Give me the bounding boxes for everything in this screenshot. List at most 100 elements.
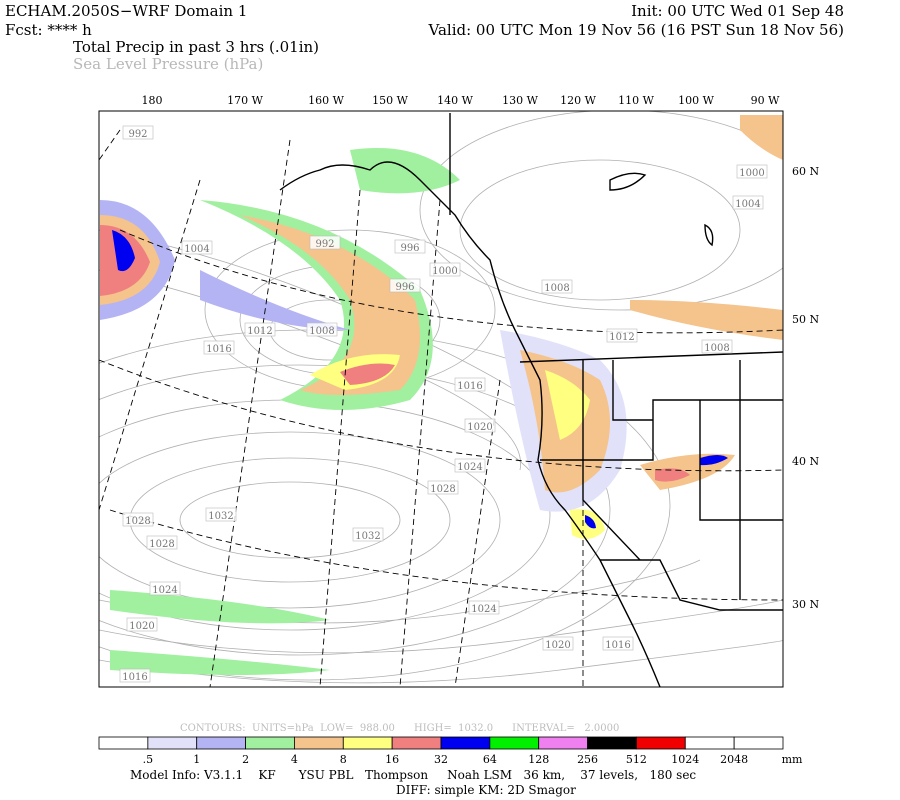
model-title: ECHAM.2050S−WRF Domain 1	[5, 2, 247, 20]
colorbar-swatch	[342, 736, 393, 750]
contour-label-box	[122, 512, 154, 527]
contour-label: 1024	[152, 585, 177, 596]
longitude-label: 170 W	[227, 94, 263, 107]
longitude-label: 120 W	[560, 94, 596, 107]
contour-label-box	[701, 339, 733, 354]
longitude-label: 160 W	[308, 94, 344, 107]
map-area	[99, 111, 783, 687]
contour-label: 1016	[206, 344, 231, 355]
contour-label-box	[732, 195, 764, 210]
contour-label-box	[146, 535, 178, 550]
longitude-label: 110 W	[618, 94, 654, 107]
contour-label-box	[203, 340, 235, 355]
colorbar-label: 1024	[671, 753, 699, 766]
colorbar-label: 16	[385, 753, 399, 766]
contour-label: 1004	[184, 244, 209, 255]
contour-label-box	[429, 262, 461, 277]
colorbar-label: .5	[143, 753, 154, 766]
colorbar-unit: mm	[782, 753, 803, 766]
contour-label-box	[119, 668, 151, 683]
map-frame	[98, 110, 784, 688]
colorbar-swatch	[391, 736, 442, 750]
valid-time: Valid: 00 UTC Mon 19 Nov 56 (16 PST Sun …	[428, 21, 845, 39]
contour-label-box	[306, 322, 338, 337]
contour-label: 992	[128, 129, 147, 140]
latitude-label: 30 N	[792, 598, 819, 611]
contour-label: 996	[400, 243, 419, 254]
contour-label-box	[309, 235, 341, 250]
contour-labels: 992 1004 992 996 1000 996 1012 1008 1016 1008 1012…	[119, 125, 768, 683]
contour-label: 1016	[457, 381, 482, 392]
longitude-label: 180	[142, 94, 163, 107]
contour-label: 1000	[432, 266, 457, 277]
longitude-label: 90 W	[751, 94, 780, 107]
longitude-label: 150 W	[372, 94, 408, 107]
colorbar-swatch	[684, 736, 735, 750]
contour-label-box	[541, 279, 573, 294]
contour-label: 1004	[735, 199, 760, 210]
colorbar-swatch	[98, 736, 149, 750]
coastlines	[279, 113, 783, 687]
colorbar-label: 32	[434, 753, 448, 766]
longitude-label: 140 W	[437, 94, 473, 107]
colorbar-swatch	[147, 736, 198, 750]
latitude-label: 40 N	[792, 455, 819, 468]
contour-label-box	[205, 507, 237, 522]
contour-label-box	[427, 480, 459, 495]
colorbar-swatch	[440, 736, 491, 750]
colorbar-label: 128	[528, 753, 549, 766]
colorbar-swatch	[538, 736, 588, 750]
contour-label: 1024	[457, 462, 482, 473]
contour-label: 1016	[605, 640, 630, 651]
contour-label-box	[352, 527, 384, 542]
contour-label: 992	[315, 239, 334, 250]
contour-label-box	[181, 240, 213, 255]
latitude-labels: 60 N 50 N 40 N 30 N	[792, 165, 819, 611]
colorbar-label: 256	[577, 753, 598, 766]
colorbar-label: 4	[291, 753, 298, 766]
model-info: Model Info: V3.1.1 KF YSU PBL Thompson N…	[130, 768, 696, 782]
forecast-hour: Fcst: **** h	[5, 21, 92, 39]
colorbar-label: 2	[242, 753, 249, 766]
colorbar-swatch	[245, 736, 295, 750]
diffusion-info: DIFF: simple KM: 2D Smagor	[396, 783, 576, 797]
colorbar-swatch	[489, 736, 540, 750]
colorbar-swatch	[196, 736, 246, 750]
colorbar-swatch	[636, 736, 686, 750]
longitude-label: 100 W	[678, 94, 714, 107]
contour-label: 996	[395, 282, 414, 293]
contour-info: CONTOURS: UNITS=hPa LOW= 988.00 HIGH= 10…	[180, 723, 619, 734]
contour-label-box	[389, 278, 421, 293]
contour-label-box	[464, 418, 496, 433]
contour-label-box	[149, 581, 181, 596]
contour-label: 1008	[309, 326, 334, 337]
contour-field-title: Sea Level Pressure (hPa)	[73, 55, 263, 73]
contour-label-box	[122, 125, 154, 140]
colorbar-label: 1	[193, 753, 200, 766]
contour-label-box	[606, 328, 638, 343]
latitude-label: 60 N	[792, 165, 819, 178]
contour-label: 1000	[739, 168, 764, 179]
contour-label-box	[126, 617, 158, 632]
contour-label: 1020	[467, 422, 492, 433]
contour-label: 1028	[430, 484, 455, 495]
contour-label-box	[736, 164, 768, 179]
contour-label-box	[454, 377, 486, 392]
colorbar-swatch	[587, 736, 637, 750]
contour-label: 1020	[129, 621, 154, 632]
contour-label-box	[542, 636, 574, 651]
init-time: Init: 00 UTC Wed 01 Sep 48	[631, 2, 844, 20]
longitude-label: 130 W	[502, 94, 538, 107]
colorbar: .5 1 2 4 8 16 32 64 128 256 512 1024 2048 mm	[98, 736, 803, 766]
contour-label: 1032	[208, 511, 233, 522]
colorbar-label: 8	[340, 753, 347, 766]
colorbar-label: 512	[626, 753, 647, 766]
contour-label: 1032	[355, 531, 380, 542]
longitude-labels: 180 170 W 160 W 150 W 140 W 130 W 120 W 110 W 10…	[142, 94, 781, 107]
colorbar-label: 2048	[720, 753, 748, 766]
contour-label: 1028	[125, 516, 150, 527]
contour-label: 1008	[544, 283, 569, 294]
contour-label: 1028	[149, 539, 174, 550]
